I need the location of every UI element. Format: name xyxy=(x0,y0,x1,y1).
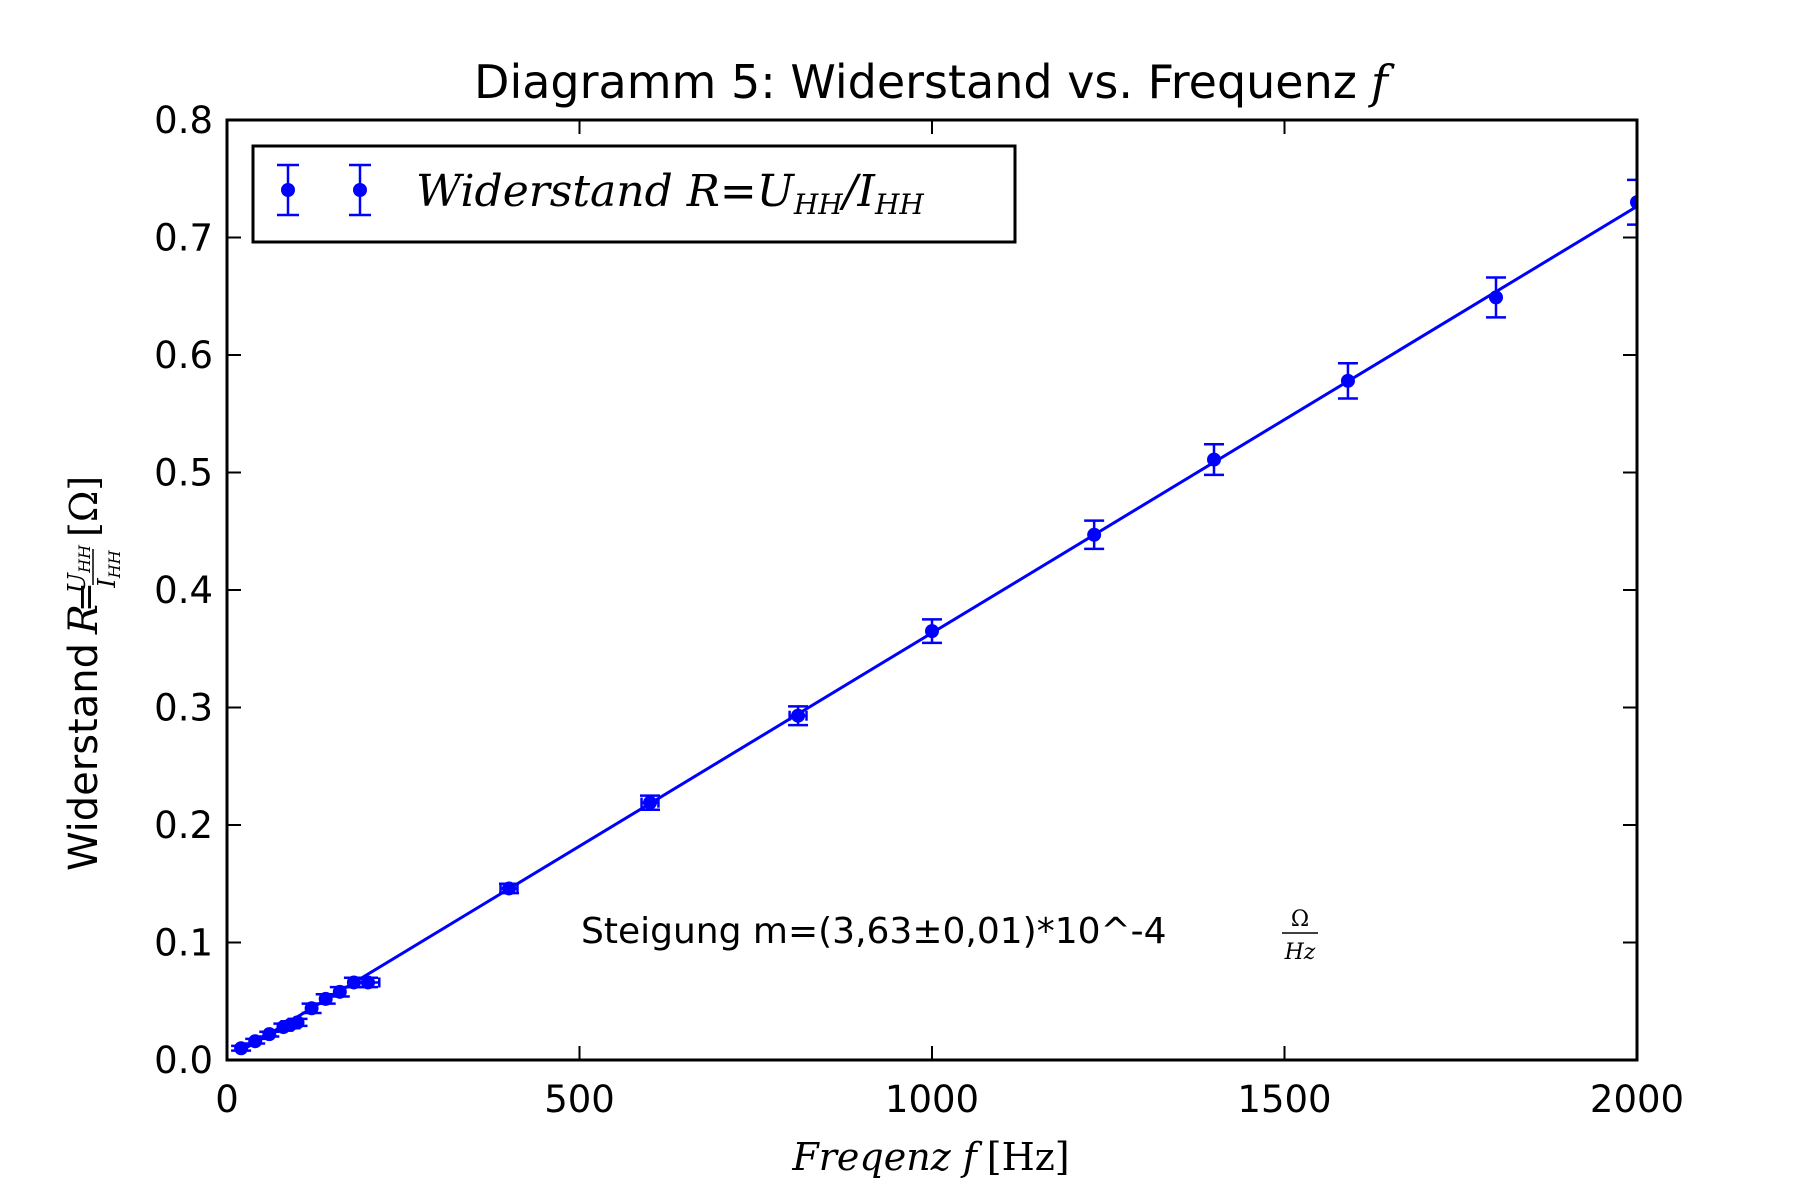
legend-marker xyxy=(277,163,371,217)
data-point xyxy=(1204,443,1224,477)
svg-text:[Ω]: [Ω] xyxy=(62,476,106,537)
legend: Widerstand R=UHH/IHH xyxy=(251,144,1017,244)
slope-annotation: Steigung m=(3,63±0,01)*10^-4 Ω Hz xyxy=(581,907,1318,965)
svg-text:IHH: IHH xyxy=(93,549,124,588)
data-point xyxy=(287,1015,308,1030)
data-point xyxy=(329,984,350,999)
data-point xyxy=(245,1034,266,1049)
svg-text:Widerstand: Widerstand xyxy=(61,643,107,871)
x-tick-label: 1500 xyxy=(1237,1078,1331,1121)
legend-label: Widerstand R=UHH/IHH xyxy=(416,166,924,221)
y-tick-label: 0.4 xyxy=(154,569,213,612)
data-point xyxy=(1337,361,1358,400)
y-axis-label: Widerstand R = UHH IHH [Ω] xyxy=(61,476,124,871)
svg-text:UHH: UHH xyxy=(63,544,94,593)
y-tick-label: 0.3 xyxy=(154,687,213,730)
data-point xyxy=(922,618,942,645)
x-tick-label: 0 xyxy=(215,1078,239,1121)
data-point xyxy=(1627,178,1637,226)
svg-text:Ω: Ω xyxy=(1291,907,1309,932)
data-point xyxy=(355,975,381,990)
data-point xyxy=(231,1041,252,1056)
chart-title: Diagramm 5: Widerstand vs. Frequenz f xyxy=(474,55,1395,109)
data-point xyxy=(788,705,809,727)
y-tick-label: 0.1 xyxy=(154,922,213,965)
data-point xyxy=(640,794,660,811)
y-tick-label: 0.6 xyxy=(154,334,213,377)
data-point xyxy=(499,881,519,896)
data-point xyxy=(1486,276,1506,319)
data-point xyxy=(1084,519,1105,551)
svg-text:Steigung m=(3,63±0,01)*10^-4: Steigung m=(3,63±0,01)*10^-4 xyxy=(581,911,1167,952)
plot-area: 0 500 1000 1500 2000 0.0 0.1 0.2 0.3 0.4 0.5 0.6 0.7… xyxy=(154,99,1684,1121)
data-point xyxy=(301,1001,322,1016)
y-tick-label: 0.7 xyxy=(154,217,213,260)
fit-line xyxy=(240,205,1637,1053)
y-tick-label: 0.8 xyxy=(154,99,213,142)
svg-text:=: = xyxy=(65,582,106,612)
x-tick-label: 1000 xyxy=(885,1078,979,1121)
svg-text:R: R xyxy=(61,604,107,635)
svg-text:Hz: Hz xyxy=(1284,940,1316,965)
x-tick-label: 2000 xyxy=(1590,1078,1684,1121)
x-axis-label: Freqenz f [Hz] xyxy=(791,1135,1069,1179)
plot-frame xyxy=(225,118,1639,1062)
y-tick-label: 0.2 xyxy=(154,804,213,847)
y-tick-label: 0.0 xyxy=(154,1039,213,1082)
data-point xyxy=(315,991,336,1006)
x-tick-label: 500 xyxy=(544,1078,615,1121)
y-tick-label: 0.5 xyxy=(154,452,213,495)
